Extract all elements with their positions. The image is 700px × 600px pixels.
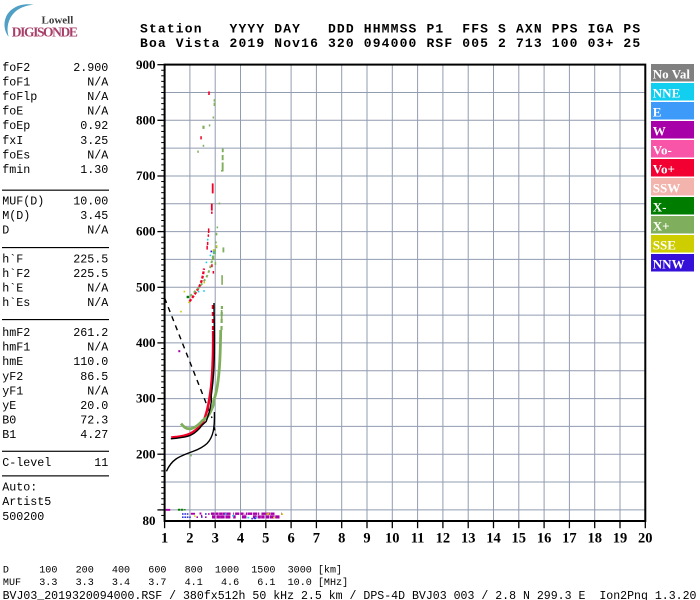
svg-text:2.900: 2.900 bbox=[73, 61, 108, 75]
svg-text:900: 900 bbox=[136, 57, 156, 72]
svg-text:yF1: yF1 bbox=[2, 384, 23, 398]
svg-text:16: 16 bbox=[537, 530, 552, 546]
svg-text:C-level: C-level bbox=[2, 456, 51, 470]
svg-text:h`F2: h`F2 bbox=[2, 267, 30, 281]
svg-text:600: 600 bbox=[136, 224, 156, 239]
svg-text:E: E bbox=[653, 104, 662, 119]
svg-text:NNE: NNE bbox=[653, 85, 680, 100]
svg-text:9: 9 bbox=[363, 530, 370, 546]
svg-text:D: D bbox=[2, 224, 9, 238]
svg-text:8: 8 bbox=[338, 530, 345, 546]
svg-text:11: 11 bbox=[411, 530, 425, 546]
svg-text:foF2: foF2 bbox=[2, 61, 30, 75]
svg-text:17: 17 bbox=[562, 530, 577, 546]
svg-text:3: 3 bbox=[212, 530, 219, 546]
svg-text:110.0: 110.0 bbox=[73, 355, 108, 369]
svg-text:7: 7 bbox=[313, 530, 320, 546]
svg-text:80: 80 bbox=[143, 513, 156, 528]
svg-text:foFlp: foFlp bbox=[2, 90, 37, 104]
svg-text:19: 19 bbox=[613, 530, 628, 546]
svg-text:h`E: h`E bbox=[2, 282, 23, 296]
svg-text:10: 10 bbox=[385, 530, 400, 546]
svg-text:D 100 200 400 600: D 100 200 400 600 800 1000 1500 3000 [km… bbox=[3, 564, 342, 576]
svg-text:N/A: N/A bbox=[87, 384, 109, 398]
svg-text:NNW: NNW bbox=[653, 256, 685, 271]
svg-text:N/A: N/A bbox=[87, 341, 109, 355]
svg-text:B1: B1 bbox=[2, 428, 16, 442]
svg-text:0.92: 0.92 bbox=[80, 119, 108, 133]
svg-text:12: 12 bbox=[436, 530, 451, 546]
svg-text:4.27: 4.27 bbox=[80, 428, 108, 442]
svg-text:M(D): M(D) bbox=[2, 209, 30, 223]
svg-text:800: 800 bbox=[136, 112, 156, 127]
svg-text:DIGISONDE: DIGISONDE bbox=[12, 24, 78, 39]
svg-text:BVJ03_2019320094000.RSF / 380f: BVJ03_2019320094000.RSF / 380fx512h 50 k… bbox=[3, 590, 697, 600]
svg-text:2: 2 bbox=[186, 530, 193, 546]
svg-text:20.0: 20.0 bbox=[80, 399, 108, 413]
svg-text:1.30: 1.30 bbox=[80, 163, 108, 177]
svg-text:foF1: foF1 bbox=[2, 75, 30, 89]
svg-text:261.2: 261.2 bbox=[73, 326, 108, 340]
svg-text:86.5: 86.5 bbox=[80, 370, 108, 384]
svg-text:225.5: 225.5 bbox=[73, 267, 108, 281]
svg-text:4: 4 bbox=[237, 530, 244, 546]
svg-text:B0: B0 bbox=[2, 414, 16, 428]
svg-text:Vo-: Vo- bbox=[653, 142, 672, 157]
svg-text:SSW: SSW bbox=[653, 180, 680, 195]
svg-text:13: 13 bbox=[461, 530, 476, 546]
svg-text:foEp: foEp bbox=[2, 119, 30, 133]
svg-text:hmE: hmE bbox=[2, 355, 23, 369]
svg-text:foE: foE bbox=[2, 105, 23, 119]
svg-text:MUF(D): MUF(D) bbox=[2, 195, 44, 209]
svg-text:W: W bbox=[653, 123, 666, 138]
svg-text:11: 11 bbox=[94, 456, 108, 470]
svg-text:N/A: N/A bbox=[87, 105, 109, 119]
svg-text:200: 200 bbox=[136, 446, 156, 461]
svg-text:N/A: N/A bbox=[87, 296, 109, 310]
svg-text:X+: X+ bbox=[653, 218, 670, 233]
svg-text:Lowell: Lowell bbox=[42, 14, 74, 26]
svg-text:fxI: fxI bbox=[2, 134, 23, 148]
svg-text:18: 18 bbox=[587, 530, 602, 546]
svg-text:foEs: foEs bbox=[2, 148, 30, 162]
svg-text:Artist5: Artist5 bbox=[2, 495, 51, 509]
svg-text:SSE: SSE bbox=[653, 237, 676, 252]
svg-text:10.00: 10.00 bbox=[73, 195, 108, 209]
svg-text:yE: yE bbox=[2, 399, 16, 413]
svg-text:1: 1 bbox=[161, 530, 168, 546]
svg-text:yF2: yF2 bbox=[2, 370, 23, 384]
svg-text:Vo+: Vo+ bbox=[653, 161, 675, 176]
svg-text:N/A: N/A bbox=[87, 148, 109, 162]
svg-text:hmF1: hmF1 bbox=[2, 341, 30, 355]
svg-text:Boa Vista 2019 Nov16 320 09400: Boa Vista 2019 Nov16 320 094000 RSF 005 … bbox=[140, 36, 641, 51]
svg-text:X-: X- bbox=[653, 199, 667, 214]
svg-text:225.5: 225.5 bbox=[73, 252, 108, 266]
svg-text:500200: 500200 bbox=[2, 510, 44, 524]
svg-text:400: 400 bbox=[136, 335, 156, 350]
svg-text:3.45: 3.45 bbox=[80, 209, 108, 223]
svg-text:h`Es: h`Es bbox=[2, 296, 30, 310]
svg-text:hmF2: hmF2 bbox=[2, 326, 30, 340]
svg-text:500: 500 bbox=[136, 279, 156, 294]
svg-text:No Val: No Val bbox=[653, 66, 691, 81]
svg-text:5: 5 bbox=[262, 530, 269, 546]
svg-text:15: 15 bbox=[512, 530, 527, 546]
svg-text:MUF 3.3 3.3 3.4 3.7: MUF 3.3 3.3 3.4 3.7 4.1 4.6 6.1 10.0 [MH… bbox=[3, 577, 348, 589]
svg-text:700: 700 bbox=[136, 168, 156, 183]
svg-text:fmin: fmin bbox=[2, 163, 30, 177]
svg-text:N/A: N/A bbox=[87, 282, 109, 296]
svg-text:N/A: N/A bbox=[87, 90, 109, 104]
svg-text:300: 300 bbox=[136, 391, 156, 406]
svg-text:72.3: 72.3 bbox=[80, 414, 108, 428]
svg-text:N/A: N/A bbox=[87, 224, 109, 238]
svg-text:20: 20 bbox=[638, 530, 653, 546]
svg-text:3.25: 3.25 bbox=[80, 134, 108, 148]
svg-text:h`F: h`F bbox=[2, 252, 23, 266]
svg-text:Station YYYY DAY DDD HHMMS: Station YYYY DAY DDD HHMMSS P1 FFS S AXN… bbox=[140, 21, 641, 36]
svg-text:Auto:: Auto: bbox=[2, 481, 37, 495]
svg-text:14: 14 bbox=[486, 530, 501, 546]
svg-text:N/A: N/A bbox=[87, 75, 109, 89]
svg-text:6: 6 bbox=[287, 530, 294, 546]
